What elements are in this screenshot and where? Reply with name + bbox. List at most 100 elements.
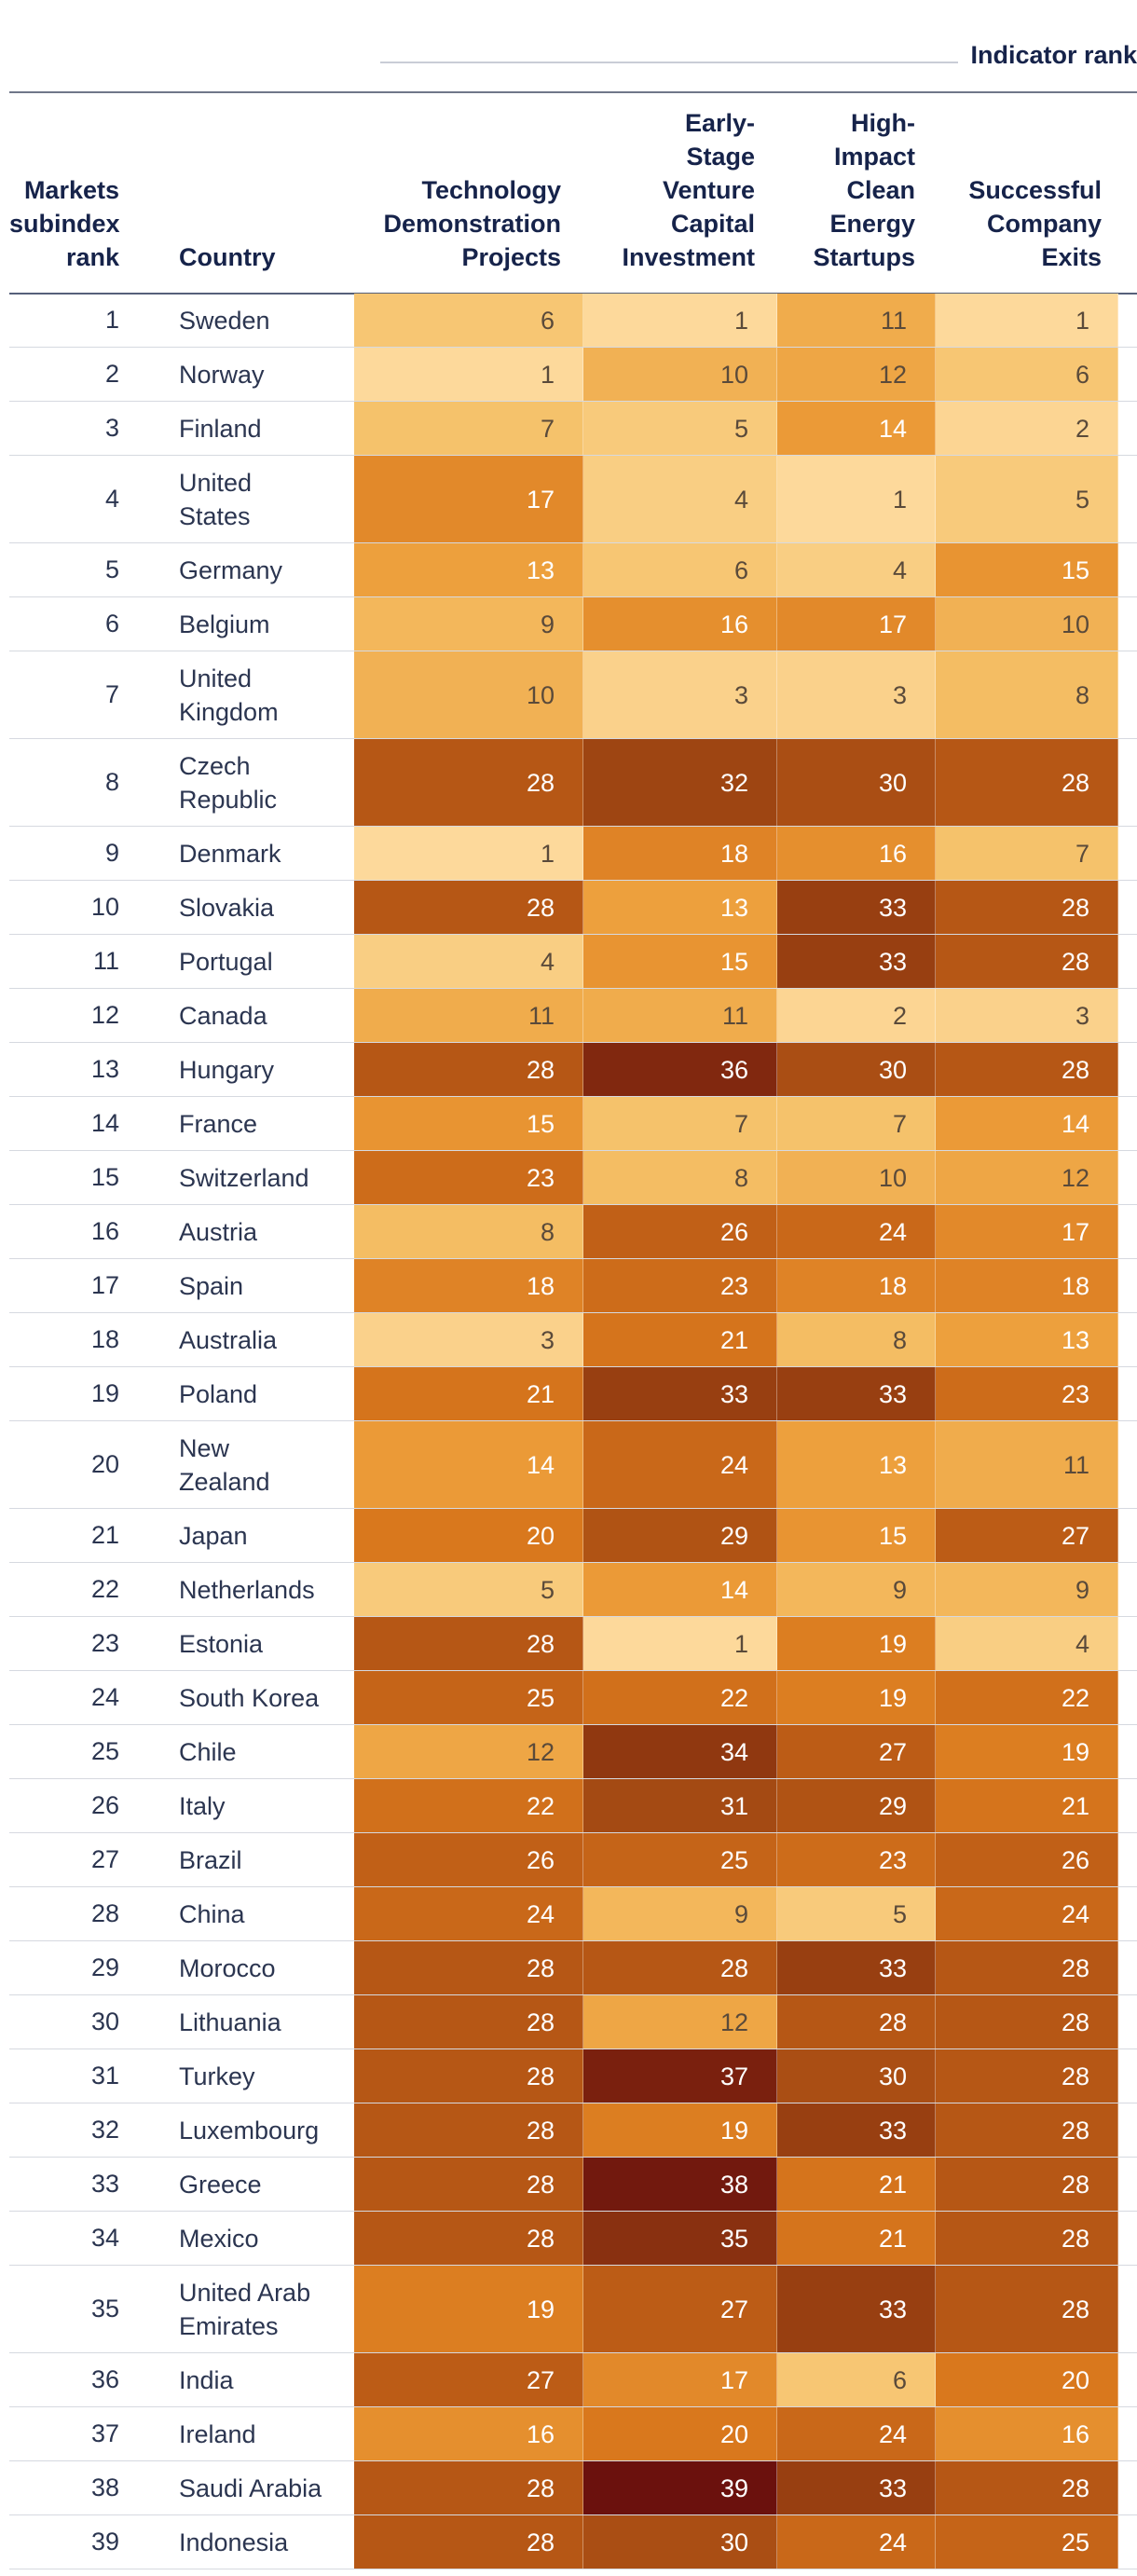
indicator-rank-cell: 6 xyxy=(354,294,583,348)
table-row: 5 Germany 13 6 4 15 xyxy=(9,543,1137,597)
indicator-rank-cell: 11 xyxy=(354,989,583,1043)
row-separator xyxy=(9,1724,1137,1725)
indicator-rank-cell: 23 xyxy=(936,1367,1118,1421)
country-cell: Denmark xyxy=(179,840,281,868)
indicator-rank-cell: 4 xyxy=(354,935,583,989)
row-separator xyxy=(9,1562,1137,1563)
rank-cell: 35 xyxy=(90,2295,119,2323)
rank-cell: 24 xyxy=(90,1683,119,1711)
indicator-rank-cell: 21 xyxy=(936,1779,1118,1833)
indicator-rank-cell: 3 xyxy=(777,651,936,739)
indicator-rank-cell: 19 xyxy=(777,1671,936,1725)
country-cell: Germany xyxy=(179,556,283,584)
rank-cell: 11 xyxy=(92,947,119,975)
country-cell: New Zealand xyxy=(179,1434,270,1496)
indicator-rank-cell: 32 xyxy=(583,739,777,827)
indicator-rank-cell: 20 xyxy=(936,2353,1118,2407)
indicator-rank-cell: 35 xyxy=(583,2212,777,2266)
indicator-rank-cell: 17 xyxy=(583,2353,777,2407)
indicator-rank-cell: 8 xyxy=(583,1151,777,1205)
row-separator xyxy=(9,2265,1137,2266)
indicator-rank-cell: 27 xyxy=(354,2353,583,2407)
indicator-rank-cell: 12 xyxy=(777,348,936,402)
row-separator xyxy=(9,988,1137,989)
rank-cell: 22 xyxy=(90,1575,119,1603)
rank-cell: 39 xyxy=(90,2528,119,2555)
indicator-rank-cell: 28 xyxy=(777,1995,936,2049)
indicator-rank-cell: 33 xyxy=(777,881,936,935)
country-cell: Brazil xyxy=(179,1846,242,1874)
indicator-rank-cell: 13 xyxy=(936,1313,1118,1367)
indicator-rank-cell: 5 xyxy=(354,1563,583,1617)
indicator-rank-cell: 24 xyxy=(777,2407,936,2461)
table-row: 8 Czech Republic 28 32 30 28 xyxy=(9,739,1137,827)
country-cell: India xyxy=(179,2366,234,2394)
indicator-rank-cell: 1 xyxy=(354,348,583,402)
indicator-rank-cell: 30 xyxy=(777,2049,936,2103)
row-separator xyxy=(9,1616,1137,1617)
indicator-rank-cell: 12 xyxy=(354,1725,583,1779)
indicator-rank-cell: 28 xyxy=(936,739,1118,827)
table-row: 18 Australia 3 21 8 13 xyxy=(9,1313,1137,1367)
indicator-rank-cell: 24 xyxy=(777,1205,936,1259)
indicator-rank-cell: 16 xyxy=(354,2407,583,2461)
indicator-rank-cell: 28 xyxy=(936,2461,1118,2515)
country-cell: Estonia xyxy=(179,1630,264,1658)
header-high-impact-clean-energy-startups: High- Impact Clean Energy Startups xyxy=(813,109,915,271)
row-separator xyxy=(9,1940,1137,1941)
rank-cell: 30 xyxy=(90,2007,119,2035)
rank-cell: 16 xyxy=(90,1217,119,1245)
header-markets-subindex-rank: Markets subindex rank xyxy=(9,176,120,271)
indicator-rank-cell: 10 xyxy=(936,597,1118,651)
indicator-rank-cell: 4 xyxy=(936,1617,1118,1671)
table-row: 17 Spain 18 23 18 18 xyxy=(9,1259,1137,1313)
header-early-stage-venture-capital-investment: Early- Stage Venture Capital Investment xyxy=(622,109,755,271)
table-row: 30 Lithuania 28 12 28 28 xyxy=(9,1995,1137,2049)
table-row: 27 Brazil 26 25 23 26 xyxy=(9,1833,1137,1887)
country-cell: Finland xyxy=(179,415,262,443)
row-separator xyxy=(9,347,1137,348)
country-cell: Saudi Arabia xyxy=(179,2474,322,2502)
indicator-rank-cell: 24 xyxy=(936,1887,1118,1941)
table-row: 38 Saudi Arabia 28 39 33 28 xyxy=(9,2461,1137,2515)
rank-cell: 13 xyxy=(90,1055,119,1083)
country-cell: Norway xyxy=(179,361,265,389)
row-separator xyxy=(9,2157,1137,2158)
row-separator xyxy=(9,1508,1137,1509)
indicator-rank-cell: 28 xyxy=(354,2158,583,2212)
country-cell: United Arab Emirates xyxy=(179,2279,311,2340)
indicator-rank-cell: 27 xyxy=(583,2266,777,2353)
row-separator xyxy=(9,1832,1137,1833)
indicator-rank-cell: 3 xyxy=(583,651,777,739)
country-cell: Ireland xyxy=(179,2420,256,2448)
rank-cell: 5 xyxy=(104,555,119,583)
country-cell: Sweden xyxy=(179,307,270,335)
indicator-rank-cell: 37 xyxy=(583,2049,777,2103)
rank-cell: 23 xyxy=(90,1629,119,1657)
indicator-rank-cell: 33 xyxy=(583,1367,777,1421)
row-separator xyxy=(9,1042,1137,1043)
table-row: 20 New Zealand 14 24 13 11 xyxy=(9,1421,1137,1509)
indicator-rank-cell: 28 xyxy=(354,739,583,827)
country-cell: Belgium xyxy=(179,610,270,638)
indicator-rank-cell: 9 xyxy=(936,1563,1118,1617)
indicator-rank-cell: 6 xyxy=(936,348,1118,402)
indicator-rank-cell: 19 xyxy=(936,1725,1118,1779)
row-separator xyxy=(9,826,1137,827)
table-row: 34 Mexico 28 35 21 28 xyxy=(9,2212,1137,2266)
indicator-rank-cell: 28 xyxy=(936,881,1118,935)
row-separator xyxy=(9,1670,1137,1671)
indicator-rank-cell: 28 xyxy=(936,2049,1118,2103)
indicator-rank-cell: 19 xyxy=(777,1617,936,1671)
indicator-rank-cell: 28 xyxy=(936,2158,1118,2212)
country-cell: Australia xyxy=(179,1326,278,1354)
indicator-rank-cell: 28 xyxy=(936,1995,1118,2049)
rank-cell: 10 xyxy=(90,893,119,921)
indicator-rank-cell: 33 xyxy=(777,1941,936,1995)
row-separator xyxy=(9,1312,1137,1313)
indicator-rank-cell: 30 xyxy=(777,739,936,827)
indicator-rank-cell: 15 xyxy=(354,1097,583,1151)
indicator-rank-cell: 13 xyxy=(777,1421,936,1509)
rank-cell: 15 xyxy=(90,1163,119,1191)
indicator-rank-cell: 29 xyxy=(583,1509,777,1563)
